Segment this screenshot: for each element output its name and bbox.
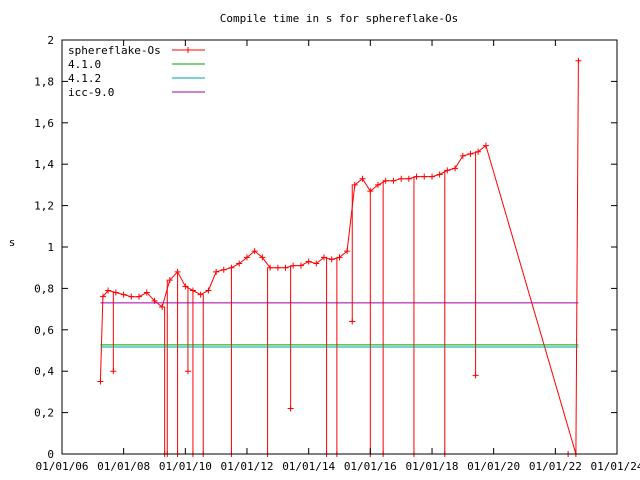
data-point xyxy=(267,264,274,271)
y-tick-label: 0,2 xyxy=(34,407,54,420)
x-tick-label: 01/01/24 xyxy=(591,460,640,473)
x-tick-label: 01/01/20 xyxy=(467,460,520,473)
data-point xyxy=(429,173,436,180)
y-tick-label: 0,4 xyxy=(34,365,54,378)
y-tick-label: 1,4 xyxy=(34,158,54,171)
data-point xyxy=(398,175,405,182)
data-point xyxy=(328,256,335,263)
data-point xyxy=(251,248,258,255)
x-tick-label: 01/01/16 xyxy=(344,460,397,473)
data-point xyxy=(112,289,119,296)
drop-point xyxy=(349,318,356,325)
y-tick-label: 0 xyxy=(47,448,54,461)
y-tick-label: 1,6 xyxy=(34,117,54,130)
data-point xyxy=(243,254,250,261)
y-tick-label: 0,8 xyxy=(34,282,54,295)
data-point xyxy=(575,57,582,64)
data-point xyxy=(290,262,297,269)
legend-label-3: 4.1.2 xyxy=(68,72,101,85)
data-point xyxy=(166,277,173,284)
data-point xyxy=(390,177,397,184)
data-point xyxy=(220,266,227,273)
data-point xyxy=(205,287,212,294)
x-tick-label: 01/01/12 xyxy=(220,460,273,473)
legend-label-1: sphereflake-Os xyxy=(68,44,161,57)
axis-ticks: 0 0,2 0,4 0,6 0,8 1 1,2 1,4 1,6 1,8 2 01/01/06 01/01… xyxy=(34,34,640,473)
data-point xyxy=(452,165,459,172)
x-tick-label: 01/01/14 xyxy=(282,460,335,473)
x-tick-label: 01/01/22 xyxy=(529,460,582,473)
data-point xyxy=(120,291,127,298)
data-point xyxy=(482,142,489,149)
data-point xyxy=(128,293,135,300)
data-point xyxy=(197,291,204,298)
data-point xyxy=(475,148,482,155)
data-point xyxy=(436,171,443,178)
data-point xyxy=(143,289,150,296)
data-point xyxy=(382,177,389,184)
legend-label-2: 4.1.0 xyxy=(68,58,101,71)
drop-point xyxy=(472,372,479,379)
data-point xyxy=(413,173,420,180)
data-point xyxy=(297,262,304,269)
data-point xyxy=(467,150,474,157)
data-point xyxy=(405,175,412,182)
x-tick-label: 01/01/06 xyxy=(36,460,89,473)
data-point xyxy=(282,264,289,271)
data-point xyxy=(213,268,220,275)
data-point xyxy=(359,175,366,182)
y-axis-label: s xyxy=(9,236,16,249)
y-tick-label: 2 xyxy=(47,34,54,47)
data-point xyxy=(459,152,466,159)
plot-area xyxy=(97,57,582,457)
data-point xyxy=(135,293,142,300)
data-point xyxy=(97,378,104,385)
data-point xyxy=(336,254,343,261)
data-point xyxy=(274,264,281,271)
legend-marker xyxy=(185,47,191,53)
y-tick-label: 0,6 xyxy=(34,324,54,337)
data-point xyxy=(105,287,112,294)
data-point xyxy=(236,260,243,267)
data-point xyxy=(305,258,312,265)
y-tick-label: 1 xyxy=(47,241,54,254)
x-tick-label: 01/01/18 xyxy=(406,460,459,473)
plot-border xyxy=(61,39,618,455)
y-tick-label: 1,8 xyxy=(34,75,54,88)
drop-point xyxy=(184,368,191,375)
x-tick-label: 01/01/08 xyxy=(97,460,150,473)
data-point xyxy=(182,283,189,290)
drop-point xyxy=(110,368,117,375)
data-point xyxy=(421,173,428,180)
data-point xyxy=(313,260,320,267)
data-point xyxy=(351,181,358,188)
data-point xyxy=(374,181,381,188)
x-tick-label: 01/01/10 xyxy=(159,460,212,473)
data-point xyxy=(99,293,106,300)
data-point xyxy=(159,304,166,311)
data-point xyxy=(444,167,451,174)
chart-title: Compile time in s for sphereflake-Os xyxy=(220,12,458,25)
data-point xyxy=(320,254,327,261)
y-tick-label: 1,2 xyxy=(34,200,54,213)
data-point xyxy=(344,248,351,255)
legend-label-4: icc-9.0 xyxy=(68,86,114,99)
drop-point xyxy=(287,405,294,412)
data-point xyxy=(259,254,266,261)
